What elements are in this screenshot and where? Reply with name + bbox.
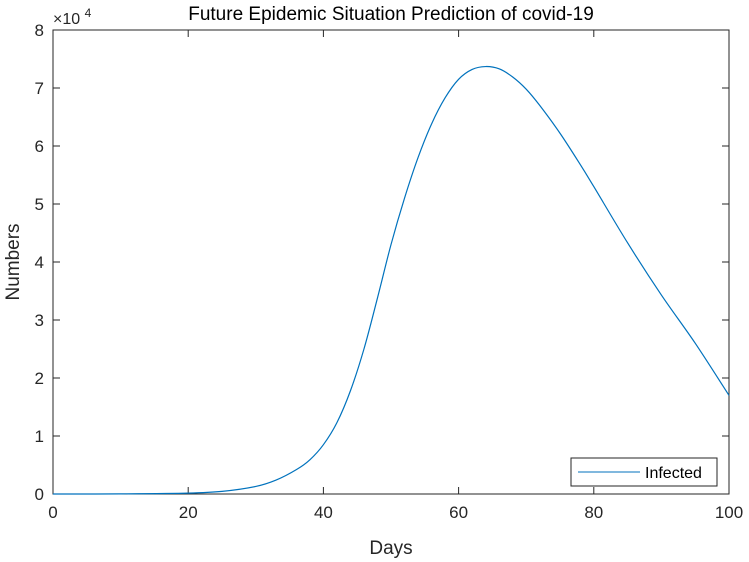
y-tick-label: 4: [35, 253, 44, 272]
tick-labels-layer: 0 20 40 60 80 100 0 1 2 3 4 5 6 7 8: [35, 21, 744, 522]
x-tick-label: 20: [179, 503, 198, 522]
y-tick-label: 6: [35, 137, 44, 156]
x-tick-label: 40: [314, 503, 333, 522]
series-line-infected: [52, 65, 730, 495]
y-axis-multiplier-base: ×10: [53, 11, 80, 28]
legend: Infected: [570, 457, 718, 487]
x-axis-label: Days: [369, 538, 412, 559]
y-tick-label: 8: [35, 21, 44, 40]
x-tick-label: 100: [715, 503, 743, 522]
y-tick-label: 1: [35, 427, 44, 446]
axes-box: [52, 29, 730, 495]
y-axis-multiplier-exponent: 4: [85, 6, 92, 20]
plot-area: 0 20 40 60 80 100 0 1 2 3 4 5 6 7 8: [35, 21, 744, 522]
ticks-layer: [52, 29, 730, 495]
y-axis-label: Numbers: [3, 223, 24, 300]
legend-label-infected: Infected: [645, 465, 702, 482]
y-tick-label: 0: [35, 485, 44, 504]
y-tick-label: 7: [35, 79, 44, 98]
series-layer: [52, 65, 730, 495]
y-tick-label: 3: [35, 311, 44, 330]
chart-title: Future Epidemic Situation Prediction of …: [188, 4, 594, 25]
x-tick-label: 80: [584, 503, 603, 522]
y-tick-label: 2: [35, 369, 44, 388]
x-tick-label: 0: [48, 503, 57, 522]
x-tick-label: 60: [449, 503, 468, 522]
y-tick-label: 5: [35, 195, 44, 214]
y-axis-multiplier: ×10 4: [53, 6, 92, 28]
